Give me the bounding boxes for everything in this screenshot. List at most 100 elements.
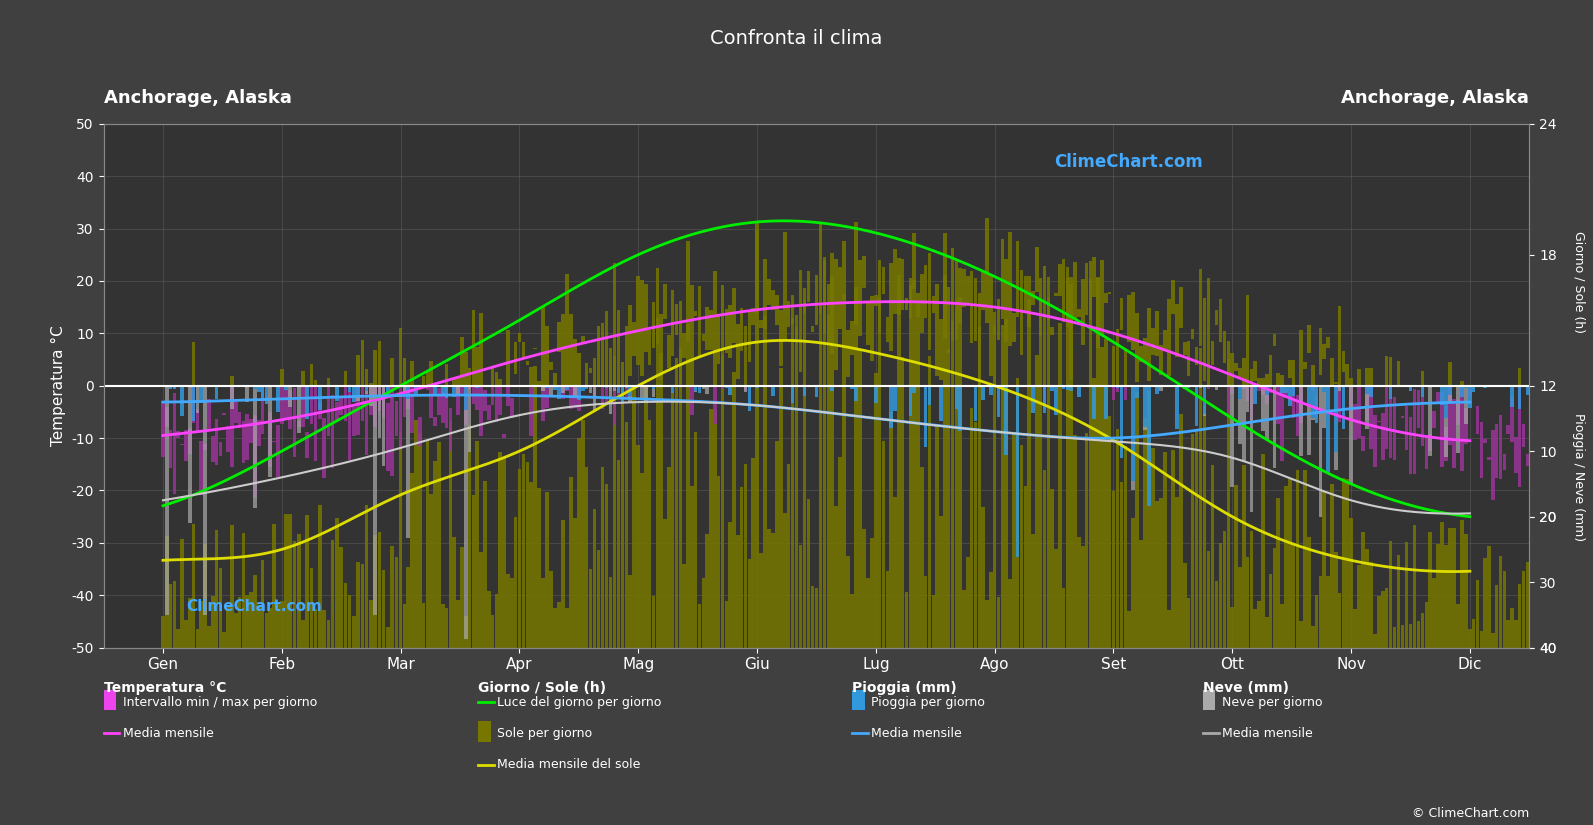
Bar xyxy=(1187,597,1190,648)
Bar xyxy=(1560,409,1564,455)
Bar xyxy=(605,483,609,648)
Bar xyxy=(629,574,632,648)
Bar xyxy=(1448,386,1451,395)
Bar xyxy=(675,358,679,648)
Bar xyxy=(1357,386,1360,437)
Bar xyxy=(733,372,736,648)
Bar xyxy=(1203,386,1206,414)
Bar xyxy=(1246,386,1249,402)
Bar xyxy=(1437,544,1440,648)
Bar xyxy=(436,389,441,415)
Bar xyxy=(373,386,378,427)
Bar xyxy=(406,399,409,538)
Bar xyxy=(545,386,550,408)
Bar xyxy=(1039,278,1042,336)
Bar xyxy=(365,386,368,455)
Bar xyxy=(679,348,682,648)
Bar xyxy=(814,386,819,397)
Bar xyxy=(1548,386,1552,543)
Bar xyxy=(640,473,644,648)
Bar xyxy=(959,386,962,431)
Bar xyxy=(1257,601,1262,648)
Bar xyxy=(398,386,403,447)
Bar xyxy=(992,325,996,648)
Bar xyxy=(782,232,787,338)
Bar xyxy=(613,389,616,390)
Bar xyxy=(1243,358,1246,386)
Bar xyxy=(1227,386,1230,413)
Bar xyxy=(581,386,585,391)
Bar xyxy=(827,386,830,388)
Bar xyxy=(1518,386,1521,409)
Bar xyxy=(1031,534,1035,648)
Bar xyxy=(1254,610,1257,648)
Bar xyxy=(1093,386,1096,418)
Bar xyxy=(210,436,215,462)
Bar xyxy=(573,386,577,396)
Bar xyxy=(1131,386,1136,482)
Bar xyxy=(245,386,249,402)
Bar xyxy=(830,386,835,391)
Bar xyxy=(309,365,314,386)
Bar xyxy=(624,326,628,386)
Bar xyxy=(1526,386,1529,395)
Bar xyxy=(1308,404,1311,455)
Bar xyxy=(322,418,327,478)
Bar xyxy=(1273,333,1276,346)
Bar xyxy=(1262,386,1265,395)
Bar xyxy=(1392,627,1397,648)
Bar xyxy=(940,318,943,380)
Bar xyxy=(889,262,894,351)
Bar xyxy=(1421,613,1424,648)
Bar xyxy=(545,327,550,386)
Bar xyxy=(529,482,534,648)
Bar xyxy=(1281,604,1284,648)
Bar xyxy=(1540,400,1545,445)
Bar xyxy=(671,392,674,648)
Bar xyxy=(744,386,747,392)
Bar xyxy=(1526,562,1529,648)
Bar xyxy=(272,524,276,648)
Bar xyxy=(1265,375,1268,386)
Text: Anchorage, Alaska: Anchorage, Alaska xyxy=(1341,89,1529,107)
Bar xyxy=(518,333,521,342)
Bar xyxy=(417,433,422,648)
Bar xyxy=(347,595,352,648)
Bar xyxy=(652,596,655,648)
Bar xyxy=(339,547,342,648)
Bar xyxy=(1112,491,1115,648)
Bar xyxy=(411,473,414,648)
Bar xyxy=(690,486,693,648)
Bar xyxy=(1249,530,1254,648)
Bar xyxy=(902,259,905,309)
Bar xyxy=(1510,397,1513,442)
Text: Pioggia (mm): Pioggia (mm) xyxy=(852,681,957,695)
Bar xyxy=(1276,386,1281,424)
Bar xyxy=(1397,361,1400,385)
Bar xyxy=(1548,412,1552,460)
Bar xyxy=(395,402,398,436)
Bar xyxy=(365,505,368,648)
Bar xyxy=(1464,408,1467,444)
Bar xyxy=(1333,382,1338,384)
Bar xyxy=(1448,386,1451,446)
Bar xyxy=(558,386,561,399)
Bar xyxy=(1502,571,1505,648)
Bar xyxy=(978,293,981,386)
Bar xyxy=(905,298,908,310)
Bar xyxy=(1572,392,1575,579)
Bar xyxy=(1249,370,1254,386)
Bar xyxy=(468,425,472,648)
Bar xyxy=(1179,414,1182,648)
Bar xyxy=(1184,386,1187,389)
Bar xyxy=(1308,386,1311,404)
Bar xyxy=(640,280,644,376)
Bar xyxy=(1171,450,1174,648)
Bar xyxy=(1429,434,1432,451)
Bar xyxy=(1518,386,1521,487)
Bar xyxy=(288,514,292,648)
Bar xyxy=(981,386,984,400)
Bar xyxy=(1131,482,1136,490)
Bar xyxy=(378,386,381,411)
Bar xyxy=(706,307,709,350)
